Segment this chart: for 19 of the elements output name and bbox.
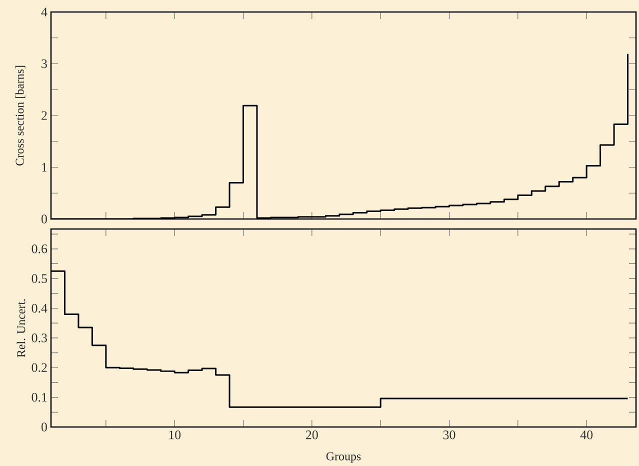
x-tick-label: 10 xyxy=(169,430,181,440)
y-tick-label: 0.5 xyxy=(32,274,47,283)
x-tick-label: 20 xyxy=(306,430,318,440)
y-tick-label: 0.2 xyxy=(32,363,47,372)
y-tick-label: 0.6 xyxy=(32,244,48,254)
y-tick-label: 1 xyxy=(42,162,47,172)
y-tick-label: 0 xyxy=(42,422,47,432)
x-axis-title: Groups xyxy=(326,452,361,463)
y-tick-label: 3 xyxy=(42,59,47,68)
y-tick-label: 0.3 xyxy=(32,334,47,342)
y-tick-label: 0.1 xyxy=(32,392,47,402)
x-tick-label: 40 xyxy=(580,430,593,440)
y-axis-title: Cross section [barns] xyxy=(15,66,26,166)
y-tick-label: 0.4 xyxy=(32,304,48,313)
y-tick-label: 4 xyxy=(41,8,48,16)
y-tick-label: 2 xyxy=(42,111,47,120)
y-axis-title: Rel. Uncert. xyxy=(16,299,26,358)
x-tick-label: 30 xyxy=(443,430,456,440)
y-tick-label: 0 xyxy=(42,214,47,224)
